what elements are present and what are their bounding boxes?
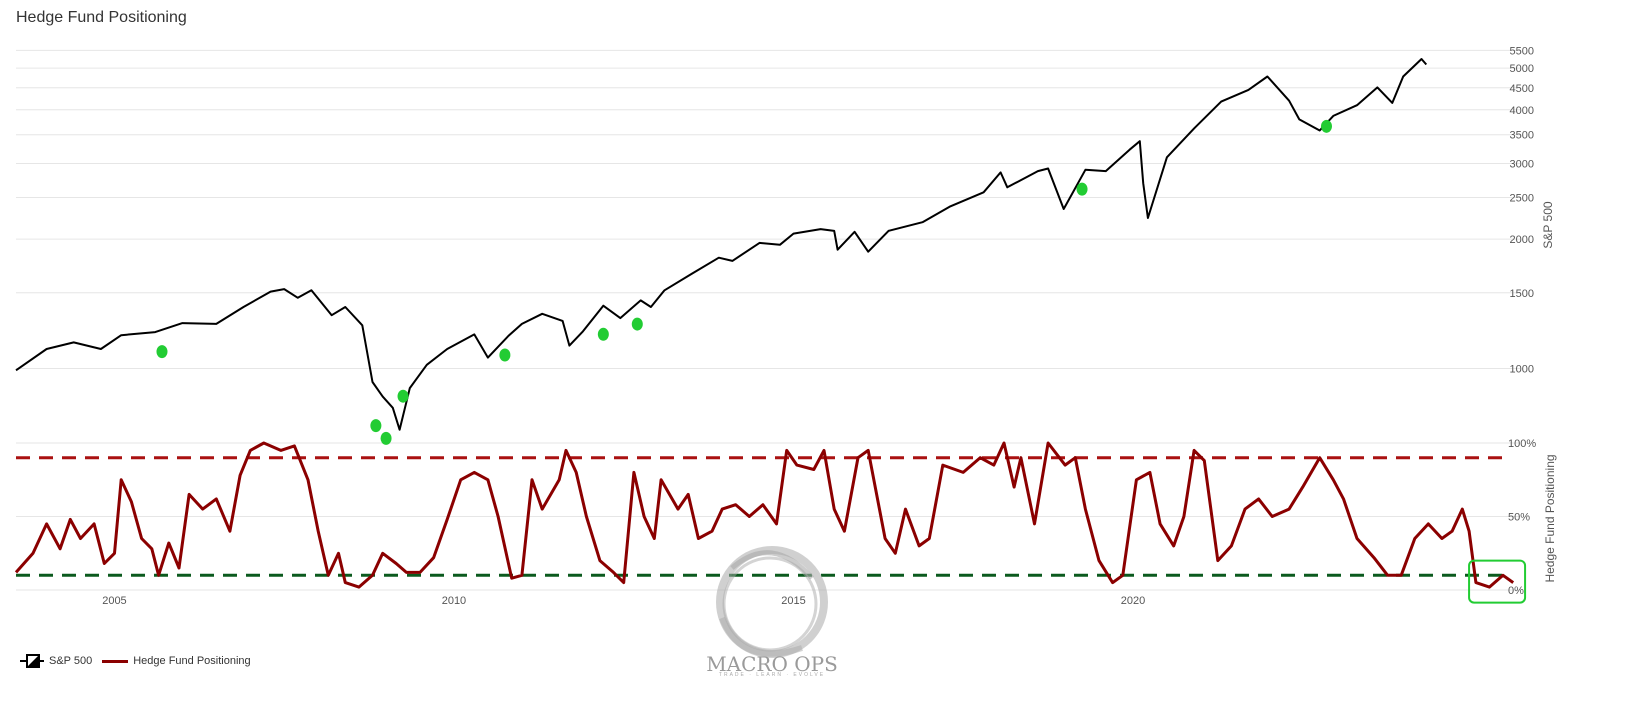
highlight-markers [156,119,1527,604]
legend-item-hedge-fund[interactable]: Hedge Fund Positioning [102,655,251,667]
threshold-lines [16,456,1502,577]
watermark-subtext: TRADE · LEARN · EVOLVE [718,672,826,678]
x-tick-label: 2005 [102,595,126,607]
top-y-tick-label: 4000 [1510,105,1534,117]
bottom-y-axis-title: Hedge Fund Positioning [1543,454,1557,582]
hedge-fund-series [14,441,1515,589]
top-panel-grid [16,49,1520,369]
x-tick-label: 2010 [442,595,466,607]
chart-title: Hedge Fund Positioning [16,9,187,26]
watermark-text: MACRO OPS [706,652,838,676]
x-tick-label: 2020 [1121,595,1145,607]
legend: S&P 500 Hedge Fund Positioning [20,654,261,668]
x-tick-label: 2015 [781,595,805,607]
top-y-axis-ticks: 1000 1500 2000 2500 3000 3500 4000 4500 5000 5500 [1510,45,1534,375]
buy-signal-marker [397,389,409,403]
top-y-tick-label: 3500 [1510,130,1534,142]
sp500-line [15,58,1428,431]
sp500-series [15,58,1428,431]
top-y-tick-label: 3000 [1510,158,1534,170]
top-y-tick-label: 2000 [1510,234,1534,246]
axis-labels: S&P 500 Hedge Fund Positioning [1541,201,1557,582]
top-y-tick-label: 5500 [1510,45,1534,57]
buy-signal-marker [380,431,392,445]
top-y-tick-label: 1500 [1510,288,1534,300]
buy-signal-marker [1320,119,1332,133]
buy-signal-marker [597,327,609,341]
top-y-tick-label: 1000 [1510,363,1534,375]
legend-label-sp500: S&P 500 [49,655,93,667]
macro-ops-logo-icon [716,546,828,658]
top-y-axis-title: S&P 500 [1541,201,1555,248]
legend-label-hedge-fund: Hedge Fund Positioning [133,655,251,667]
legend-item-sp500[interactable]: S&P 500 [20,654,92,668]
hedge-fund-legend-swatch [102,659,129,663]
bottom-y-axis-ticks: 0% 50% 100% [1508,438,1536,597]
top-y-tick-label: 2500 [1510,192,1534,204]
top-y-tick-label: 5000 [1510,63,1534,75]
x-axis-ticks: 2005 2010 2015 2020 [102,595,1145,607]
bottom-y-tick-label: 50% [1508,512,1530,524]
buy-signal-marker [370,419,382,433]
sp500-legend-icon [20,654,44,668]
bottom-y-tick-label: 100% [1508,438,1536,450]
buy-signal-marker [631,317,643,331]
top-y-tick-label: 4500 [1510,83,1534,95]
bottom-y-tick-label: 0% [1508,585,1524,597]
recent-highlight-box [1468,559,1527,604]
buy-signal-marker [499,348,511,362]
buy-signal-marker [156,345,168,359]
hedge-fund-line [14,441,1515,589]
buy-signal-marker [1076,182,1088,196]
